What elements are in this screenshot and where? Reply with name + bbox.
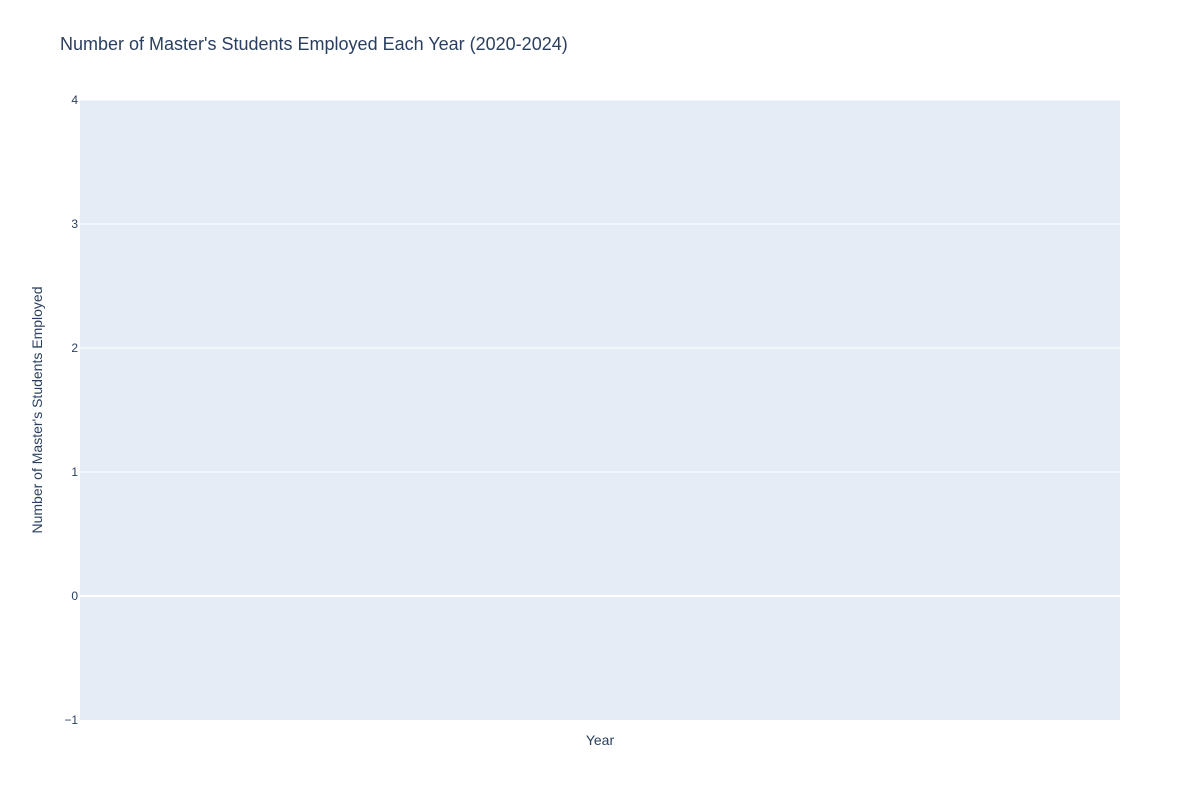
y-tick-label: 0 (71, 589, 78, 603)
y-tick-label: 2 (71, 341, 78, 355)
y-axis-ticks: −1 0 1 2 3 4 (64, 93, 78, 727)
y-tick-label: 4 (71, 93, 78, 107)
gridlines (80, 99, 1120, 597)
chart-title: Number of Master's Students Employed Eac… (60, 34, 568, 54)
y-tick-label: −1 (64, 713, 78, 727)
y-tick-label: 1 (71, 465, 78, 479)
x-axis-title: Year (586, 732, 615, 748)
y-axis-title: Number of Master's Students Employed (29, 286, 45, 533)
plot-area (80, 100, 1120, 720)
y-tick-label: 3 (71, 217, 78, 231)
